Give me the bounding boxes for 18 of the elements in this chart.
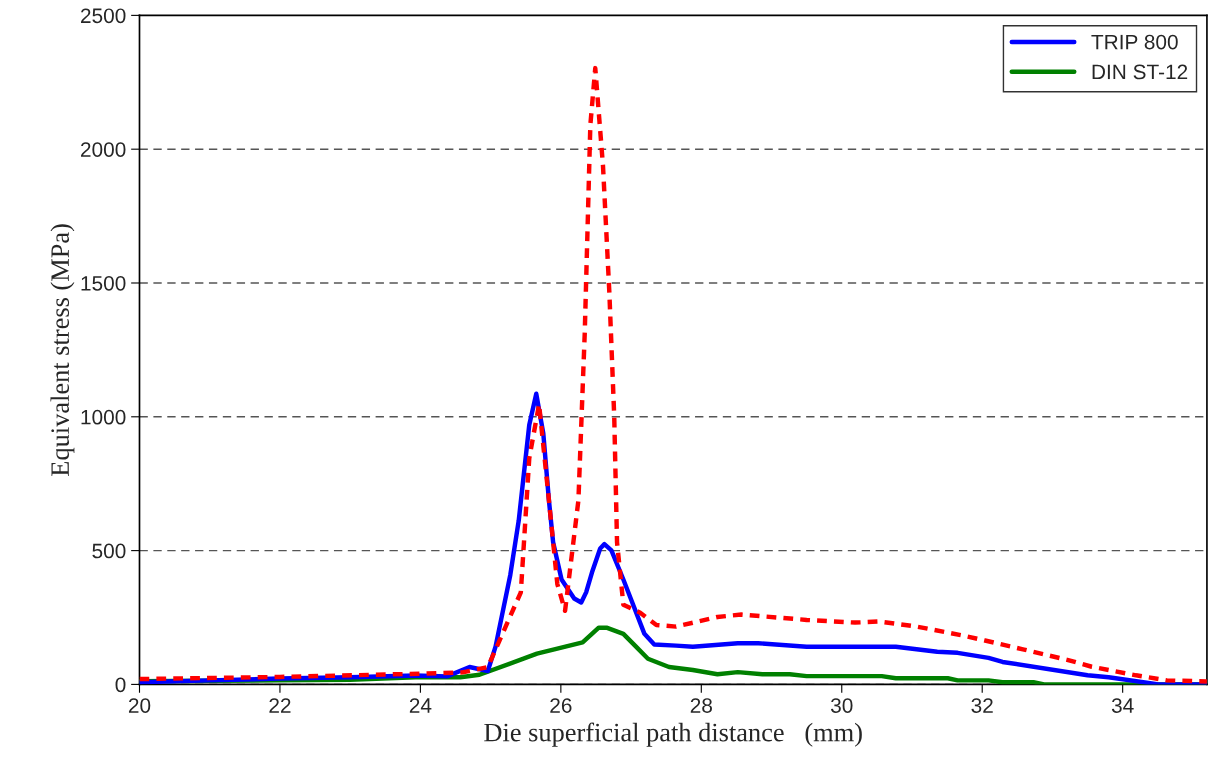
legend-label: DIN ST-12 xyxy=(1092,64,1188,80)
x-axis-title: Die superficial path distance (mm) xyxy=(484,722,862,747)
y-axis-title: Equivalent stress (MPa) xyxy=(50,224,75,476)
legend-label: TRIP 800 xyxy=(1091,34,1178,50)
x-tick-label: 34 xyxy=(1111,698,1134,713)
y-tick-label: 500 xyxy=(92,543,126,559)
y-tick-label: 1500 xyxy=(81,275,126,291)
y-tick-label: 2500 xyxy=(81,8,126,24)
x-tick-label: 20 xyxy=(128,698,151,713)
x-tick-label: 22 xyxy=(269,698,291,713)
x-tick-label: 26 xyxy=(550,698,572,713)
y-tick-label: 1000 xyxy=(81,409,126,425)
x-tick-label: 32 xyxy=(971,698,993,713)
x-tick-label: 30 xyxy=(830,698,853,713)
x-tick-label: 28 xyxy=(690,698,712,713)
y-tick-label: 0 xyxy=(115,677,126,693)
y-tick-label: 2000 xyxy=(81,142,126,157)
x-tick-label: 24 xyxy=(409,698,432,713)
